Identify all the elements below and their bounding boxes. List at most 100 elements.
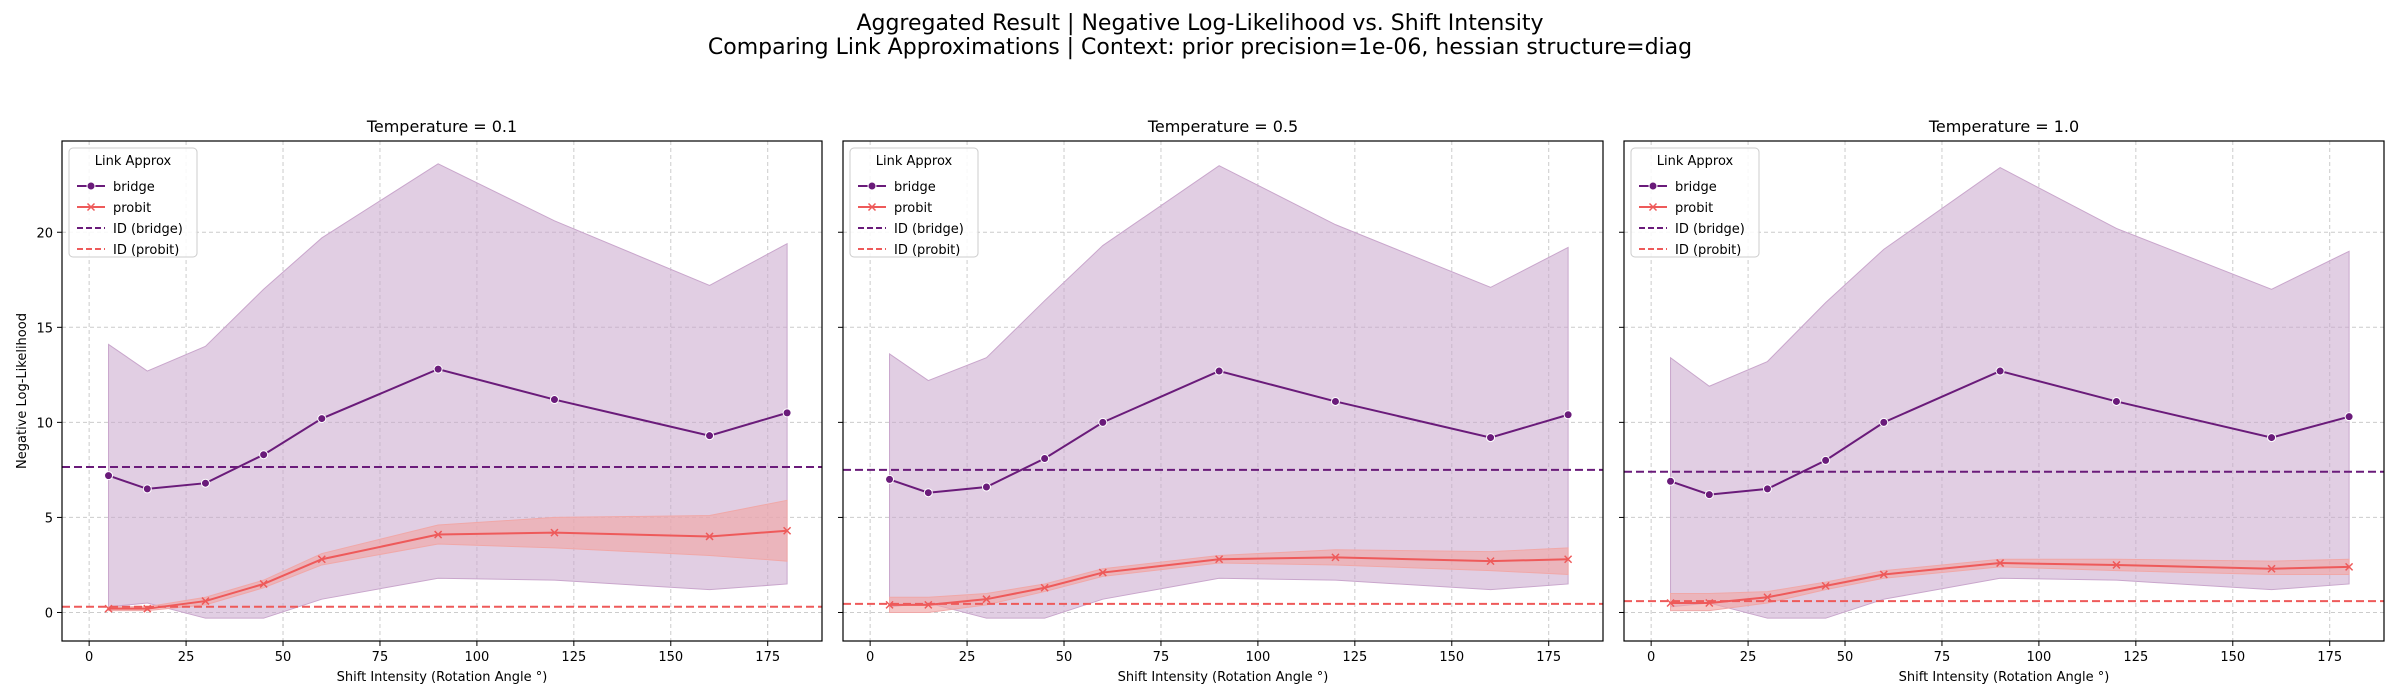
bridge-point <box>1214 366 1224 376</box>
probit-point <box>1879 570 1888 579</box>
legend-label: bridge <box>1675 180 1717 195</box>
probit-point <box>1763 593 1772 602</box>
bridge-point <box>1879 417 1889 427</box>
axes-frame <box>842 140 1604 642</box>
legend-label: bridge <box>894 180 936 195</box>
x-tick-label: 0 <box>85 650 93 665</box>
bridge-point <box>705 431 715 441</box>
bridge-point <box>1486 433 1496 443</box>
figure-title: Aggregated Result | Negative Log-Likelih… <box>856 11 1544 36</box>
bridge-point <box>200 478 210 488</box>
bridge-point <box>142 484 152 494</box>
x-tick-label: 125 <box>561 650 586 665</box>
legend-marker <box>867 202 877 212</box>
x-tick-label: 175 <box>2317 650 2342 665</box>
bridge-point <box>1821 455 1831 465</box>
bridge-point <box>259 450 269 460</box>
y-tick-label: 20 <box>36 226 53 241</box>
figure-subtitle: Comparing Link Approximations | Context:… <box>707 35 1693 60</box>
bridge-point <box>1995 366 2005 376</box>
legend-label: ID (bridge) <box>894 222 964 237</box>
probit-point <box>1098 568 1107 577</box>
bridge-point <box>782 408 792 418</box>
probit-point <box>1705 598 1714 608</box>
bridge-point <box>2111 396 2121 406</box>
x-tick-label: 150 <box>658 650 683 665</box>
y-tick-label: 10 <box>36 416 53 431</box>
x-tick-label: 175 <box>755 650 780 665</box>
legend-box <box>1630 147 1760 258</box>
bridge-ci-band <box>108 163 788 619</box>
subplot-title: Temperature = 1.0 <box>1928 117 2079 136</box>
x-tick-label: 25 <box>959 650 976 665</box>
bridge-point <box>433 364 443 374</box>
legend-label: probit <box>894 201 932 216</box>
y-tick-label: 5 <box>45 511 53 526</box>
legend-title: Link Approx <box>1657 154 1734 169</box>
y-tick-label: 0 <box>45 606 53 621</box>
probit-point <box>317 555 326 564</box>
x-tick-label: 25 <box>178 650 195 665</box>
bridge-point <box>1098 417 1108 427</box>
x-tick-label: 100 <box>2026 650 2051 665</box>
x-tick-label: 75 <box>1934 650 1951 665</box>
x-tick-label: 75 <box>372 650 389 665</box>
probit-point <box>1564 555 1573 564</box>
bridge-point <box>981 482 991 492</box>
probit-point <box>1040 583 1049 592</box>
bridge-point <box>1762 484 1772 494</box>
probit-point <box>1486 557 1495 566</box>
probit-point <box>885 600 894 609</box>
probit-ci-band <box>1670 558 2350 612</box>
legend-marker <box>86 181 96 191</box>
x-tick-label: 125 <box>2123 650 2148 665</box>
subplot-title: Temperature = 0.1 <box>366 117 517 136</box>
probit-point <box>2112 560 2121 569</box>
subplot-2: 0 25 50 75 100 125 150 175 Temperature = 0.5 Shif… <box>838 117 1604 685</box>
probit-point <box>104 604 113 613</box>
legend-label: ID (bridge) <box>113 222 183 237</box>
subplot-title: Temperature = 0.5 <box>1147 117 1298 136</box>
probit-point <box>2267 564 2276 573</box>
axes-frame <box>61 140 823 642</box>
bridge-point <box>1666 476 1676 486</box>
legend: Link Approx bridge probit ID (bridge) ID (pr… <box>68 147 198 258</box>
legend-marker <box>86 202 96 212</box>
legend-label: probit <box>1675 201 1713 216</box>
x-axis-label: Shift Intensity (Rotation Angle °) <box>1118 670 1329 685</box>
bridge-point <box>2267 433 2277 443</box>
x-tick-label: 50 <box>1837 650 1854 665</box>
legend-label: ID (probit) <box>113 243 179 258</box>
bridge-point <box>2344 412 2354 422</box>
probit-ci-band <box>889 547 1569 613</box>
x-axis-label: Shift Intensity (Rotation Angle °) <box>337 670 548 685</box>
x-tick-label: 100 <box>1245 650 1270 665</box>
probit-point <box>550 528 559 537</box>
probit-point <box>143 604 152 613</box>
legend-label: ID (probit) <box>894 243 960 258</box>
x-tick-label: 175 <box>1536 650 1561 665</box>
bridge-point <box>104 471 114 481</box>
probit-point <box>1996 559 2005 568</box>
legend-title: Link Approx <box>876 154 953 169</box>
probit-point <box>982 595 991 604</box>
legend: Link Approx bridge probit ID (bridge) ID (pr… <box>1630 147 1760 258</box>
bridge-ci-band <box>1670 167 2350 619</box>
bridge-point <box>1563 410 1573 420</box>
legend: Link Approx bridge probit ID (bridge) ID (pr… <box>849 147 979 258</box>
subplot-3: 0 25 50 75 100 125 150 175 Temperature = 1.0 Shif… <box>1619 117 2385 685</box>
legend-title: Link Approx <box>95 154 172 169</box>
x-tick-label: 75 <box>1153 650 1170 665</box>
probit-point <box>1821 581 1830 590</box>
legend-box <box>68 147 198 258</box>
probit-point <box>1331 553 1340 562</box>
x-tick-label: 125 <box>1342 650 1367 665</box>
bridge-point <box>1330 396 1340 406</box>
bridge-point <box>549 395 559 405</box>
legend-label: ID (bridge) <box>1675 222 1745 237</box>
bridge-ci-band <box>889 165 1569 619</box>
x-tick-label: 50 <box>275 650 292 665</box>
bridge-point <box>1040 453 1050 463</box>
